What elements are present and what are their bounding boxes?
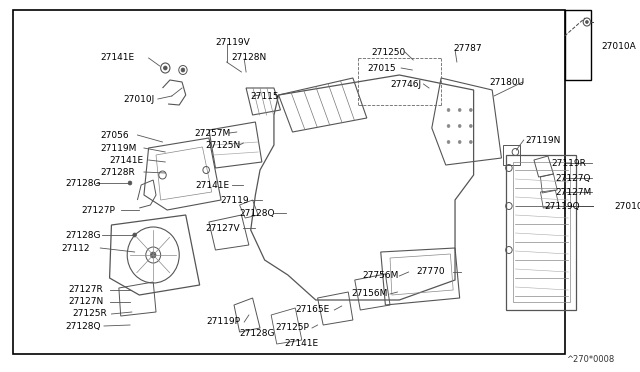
Text: 27127R: 27127R	[68, 285, 104, 295]
Text: 271250: 271250	[371, 48, 406, 57]
Circle shape	[132, 233, 136, 237]
Text: 27128Q: 27128Q	[239, 208, 275, 218]
Text: 27141E: 27141E	[284, 340, 318, 349]
Text: 27015: 27015	[368, 64, 396, 73]
Text: 27115: 27115	[251, 92, 279, 100]
Text: 27010: 27010	[615, 202, 640, 211]
Text: 27125R: 27125R	[72, 310, 107, 318]
Text: 27119Q: 27119Q	[544, 202, 580, 211]
Text: 27119R: 27119R	[552, 158, 586, 167]
Text: 27112: 27112	[61, 244, 90, 253]
Text: 27119P: 27119P	[206, 317, 240, 327]
Circle shape	[469, 109, 472, 112]
Text: 27127Q: 27127Q	[556, 173, 591, 183]
Circle shape	[128, 181, 132, 185]
Circle shape	[150, 252, 156, 258]
Text: 27141E: 27141E	[100, 52, 134, 61]
Text: 27787: 27787	[453, 44, 482, 52]
Text: 27127P: 27127P	[82, 205, 116, 215]
Text: 27010A: 27010A	[602, 42, 637, 51]
Text: 27119M: 27119M	[100, 144, 137, 153]
Text: 27180U: 27180U	[490, 77, 525, 87]
Text: 27141E: 27141E	[109, 155, 144, 164]
Text: 27056: 27056	[100, 131, 129, 140]
Circle shape	[469, 125, 472, 128]
Circle shape	[469, 141, 472, 144]
Text: 27119V: 27119V	[216, 38, 250, 46]
Circle shape	[458, 125, 461, 128]
Circle shape	[586, 20, 588, 23]
Text: 27128N: 27128N	[231, 52, 266, 61]
Text: 27770: 27770	[416, 267, 445, 276]
Text: 27125P: 27125P	[275, 324, 308, 333]
Text: 27127M: 27127M	[556, 187, 591, 196]
Circle shape	[447, 109, 450, 112]
Text: 27128G: 27128G	[65, 179, 100, 187]
Circle shape	[458, 109, 461, 112]
Text: 27010J: 27010J	[124, 94, 155, 103]
Text: 27128Q: 27128Q	[65, 321, 100, 330]
Circle shape	[181, 68, 185, 72]
Text: 27156M: 27156M	[351, 289, 387, 298]
Text: 27119: 27119	[220, 196, 249, 205]
Text: 27128G: 27128G	[239, 330, 275, 339]
Text: 27119N: 27119N	[525, 135, 561, 144]
Circle shape	[447, 141, 450, 144]
Text: 27756M: 27756M	[362, 272, 399, 280]
Circle shape	[458, 141, 461, 144]
Text: 27128R: 27128R	[100, 167, 135, 176]
Text: ^270*0008: ^270*0008	[566, 356, 614, 365]
Text: 27257M: 27257M	[194, 128, 230, 138]
Text: 27127N: 27127N	[68, 298, 104, 307]
Circle shape	[447, 125, 450, 128]
Text: 27125N: 27125N	[205, 141, 241, 150]
Text: 27128G: 27128G	[65, 231, 100, 240]
Text: 27127V: 27127V	[205, 224, 240, 232]
Text: 27165E: 27165E	[295, 305, 330, 314]
Text: 27746J: 27746J	[390, 80, 421, 89]
Text: 27141E: 27141E	[195, 180, 229, 189]
Circle shape	[163, 66, 167, 70]
